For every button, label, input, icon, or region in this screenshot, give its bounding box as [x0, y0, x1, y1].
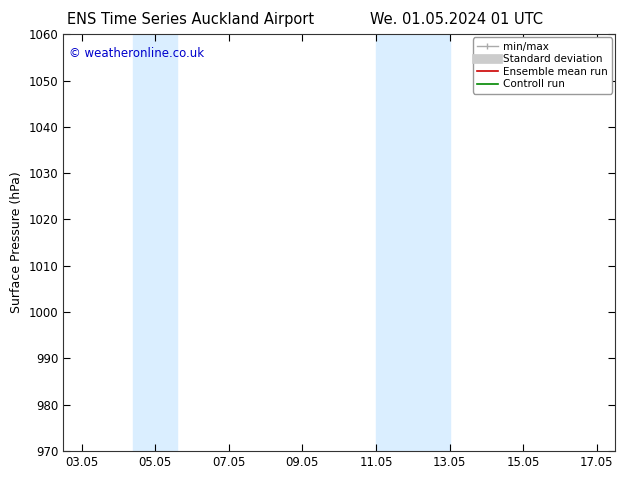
- Text: We. 01.05.2024 01 UTC: We. 01.05.2024 01 UTC: [370, 12, 543, 27]
- Text: © weatheronline.co.uk: © weatheronline.co.uk: [69, 47, 204, 60]
- Bar: [133, 34, 178, 451]
- Bar: [376, 34, 450, 451]
- Legend: min/max, Standard deviation, Ensemble mean run, Controll run: min/max, Standard deviation, Ensemble me…: [473, 37, 612, 94]
- Y-axis label: Surface Pressure (hPa): Surface Pressure (hPa): [10, 172, 23, 314]
- Text: ENS Time Series Auckland Airport: ENS Time Series Auckland Airport: [67, 12, 314, 27]
